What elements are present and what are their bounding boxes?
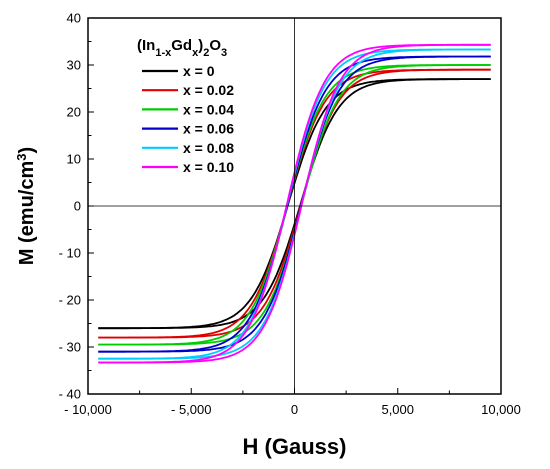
legend-title-part: 2	[203, 47, 209, 59]
reference-lines	[88, 18, 501, 394]
legend-title-part: 1-x	[155, 47, 172, 59]
y-tick-label: - 30	[59, 340, 81, 355]
legend-label: x = 0.02	[183, 82, 234, 98]
legend-title: (In1-xGdx)2O3	[137, 37, 227, 59]
x-tick-label: - 5,000	[171, 402, 211, 417]
legend-title-part: Gd	[171, 37, 192, 54]
y-tick-label: 20	[67, 105, 81, 120]
y-tick-label: 0	[74, 199, 81, 214]
x-tick-label: 5,000	[381, 402, 414, 417]
legend-title-part: x	[192, 47, 199, 59]
legend-label: x = 0.06	[183, 121, 234, 137]
y-axis-title-main: M (emu/cm	[16, 161, 38, 265]
y-axis-title-close: )	[16, 147, 38, 154]
x-tick-label: 10,000	[481, 402, 521, 417]
legend-title-part: (In	[137, 37, 155, 54]
legend-label: x = 0.08	[183, 140, 234, 156]
legend-label: x = 0.10	[183, 159, 234, 175]
y-tick-label: - 10	[59, 246, 81, 261]
legend-title-part: )	[198, 37, 203, 54]
legend-title-part: O	[209, 37, 221, 54]
y-tick-label: 40	[67, 11, 81, 26]
legend-label: x = 0	[183, 63, 215, 79]
x-tick-label: 0	[291, 402, 298, 417]
y-tick-label: - 20	[59, 293, 81, 308]
legend: (In1-xGdx)2O3 x = 0 x = 0.02 x = 0.04 x = 0.…	[137, 37, 234, 175]
y-tick-label: - 40	[59, 387, 81, 402]
y-axis-title: M (emu/cm3)	[14, 147, 39, 265]
legend-label: x = 0.04	[183, 101, 234, 117]
y-tick-label: 30	[67, 58, 81, 73]
y-tick-label: 10	[67, 152, 81, 167]
x-axis-title: H (Gauss)	[243, 434, 347, 459]
x-tick-label: - 10,000	[64, 402, 112, 417]
legend-title-part: 3	[221, 47, 227, 59]
y-axis-title-sup: 3	[14, 153, 29, 160]
